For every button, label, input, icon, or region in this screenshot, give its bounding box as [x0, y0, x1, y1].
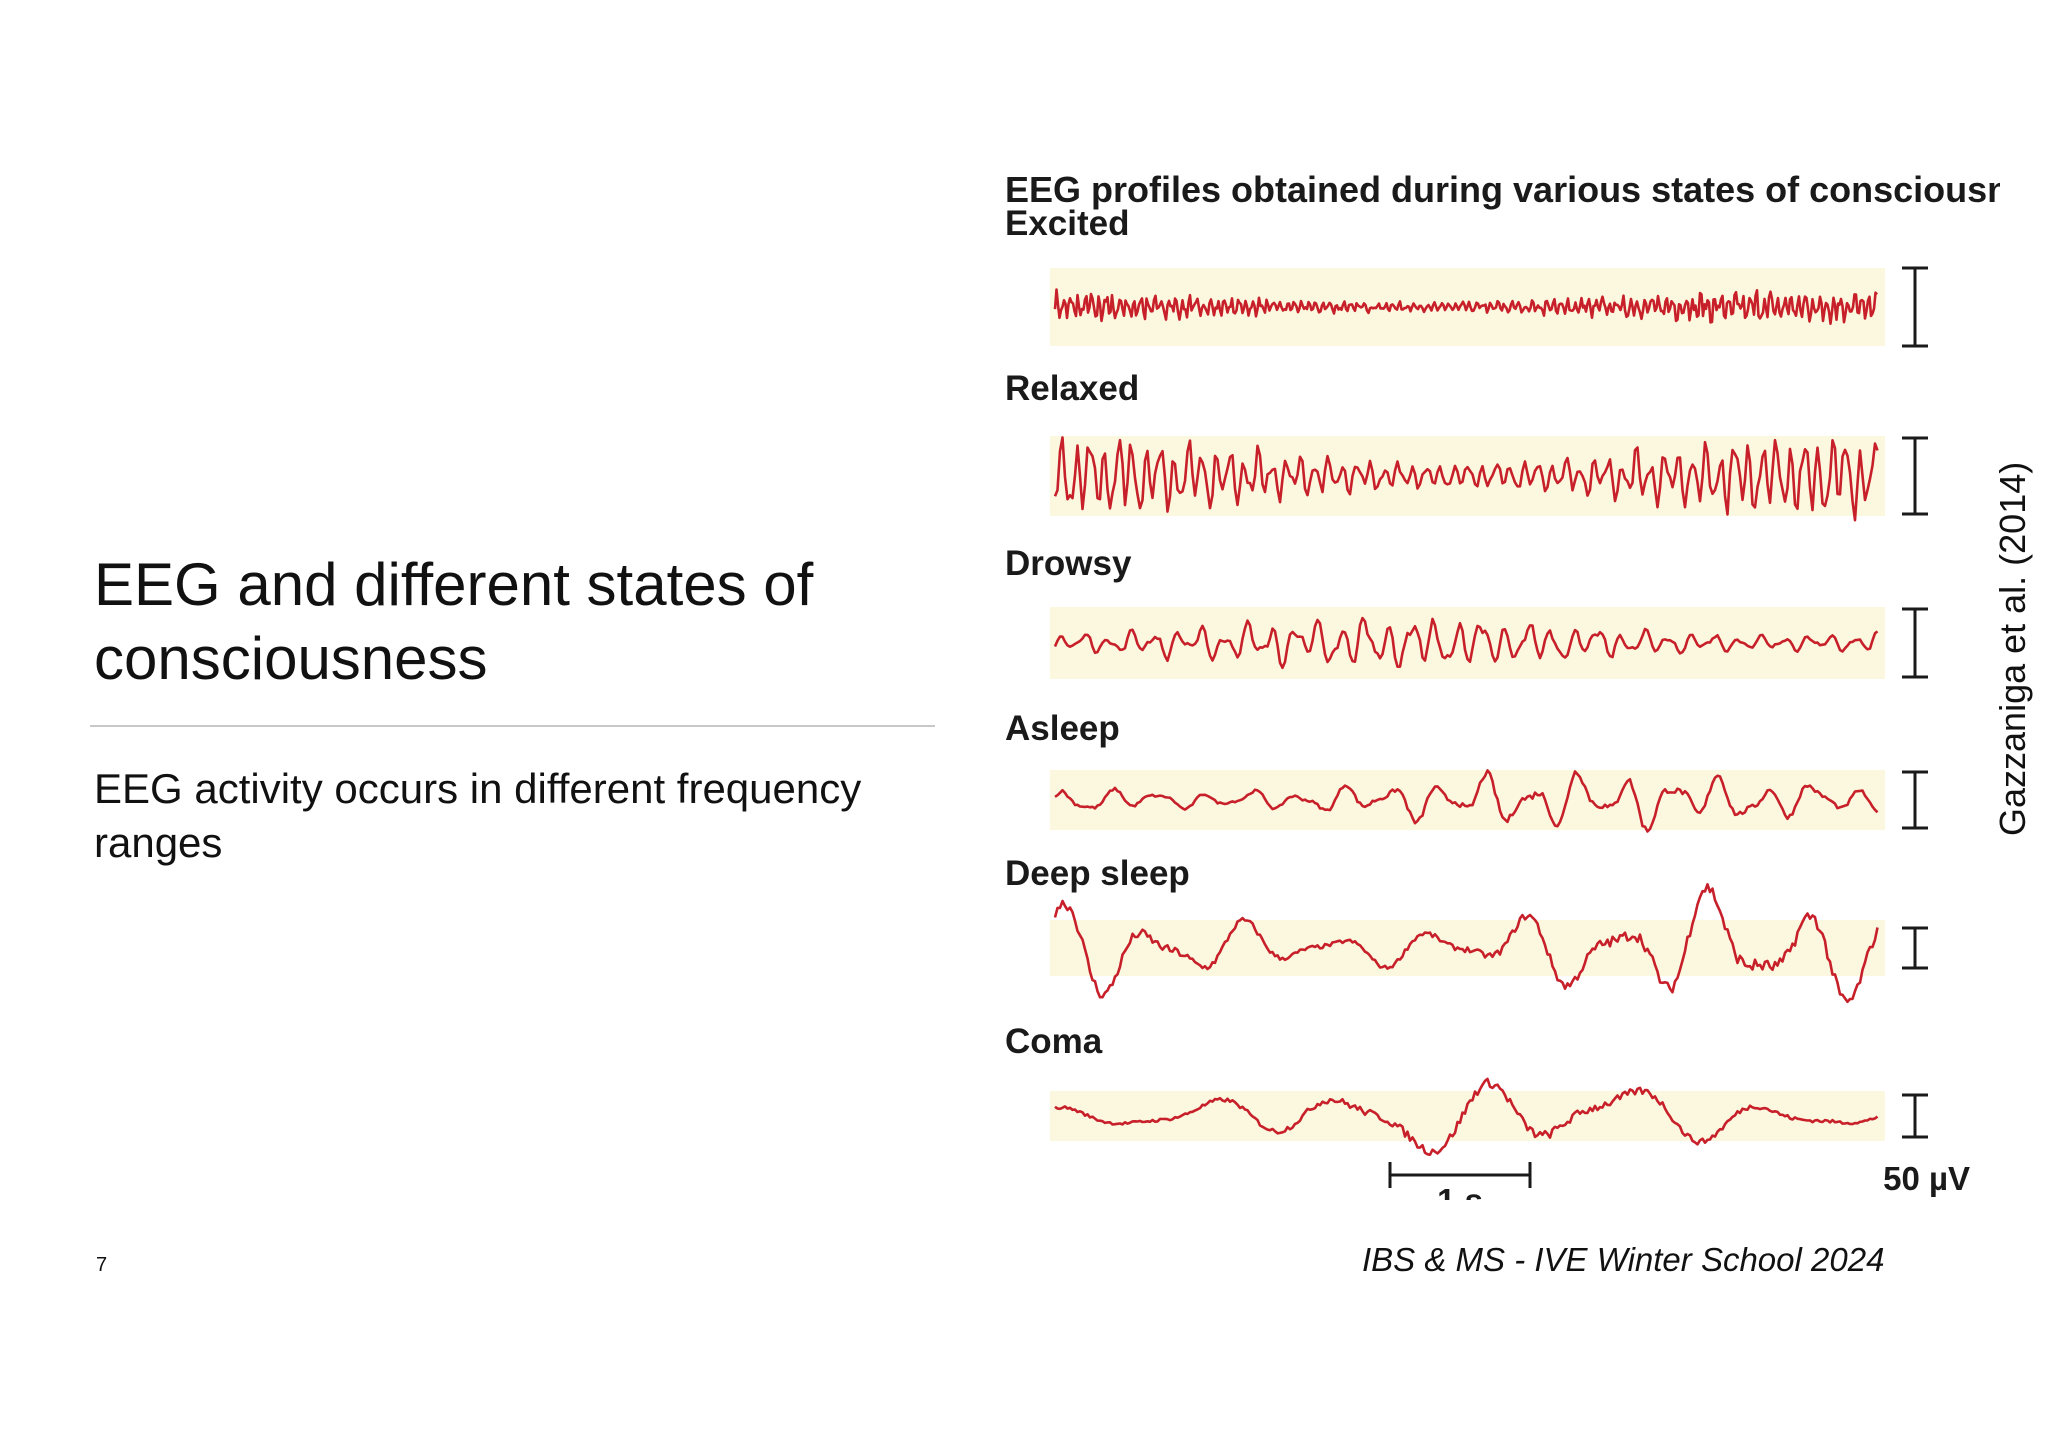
footer-text: IBS & MS - IVE Winter School 2024 — [1362, 1241, 1885, 1278]
amplitude-scale-bar — [1902, 770, 1928, 830]
amplitude-scale-bar — [1902, 1093, 1928, 1139]
trace-band — [1050, 770, 1885, 830]
amplitude-scale-bar — [1902, 607, 1928, 679]
slide-title: EEG and different states of consciousnes… — [94, 551, 814, 692]
amplitude-scale-bar — [1902, 266, 1928, 348]
eeg-waveform — [1053, 288, 1878, 325]
trace-label: Relaxed — [1005, 369, 1139, 408]
trace-label: Coma — [1005, 1022, 1103, 1061]
eeg-waveform — [1054, 769, 1879, 833]
amplitude-scale-label: 50 µV — [1883, 1160, 1970, 1197]
eeg-figure: EEG profiles obtained during various sta… — [1000, 150, 2000, 1200]
trace-label: Excited — [1005, 204, 1130, 243]
trace-band — [1050, 1091, 1885, 1141]
trace-label: Deep sleep — [1005, 854, 1190, 893]
amplitude-scale-bar — [1902, 926, 1928, 970]
eeg-waveform — [1053, 883, 1879, 1004]
eeg-waveform — [1053, 616, 1879, 670]
figure-title: EEG profiles obtained during various sta… — [1005, 169, 2000, 210]
title-divider — [90, 725, 935, 727]
trace-band — [1050, 607, 1885, 679]
eeg-trace-excited: Excited — [1005, 204, 1928, 348]
page-number: 7 — [96, 1254, 108, 1276]
eeg-figure-svg: EEG profiles obtained during various sta… — [1005, 169, 2000, 1200]
trace-label: Drowsy — [1005, 544, 1132, 583]
slide-body-text: EEG activity occurs in different frequen… — [94, 765, 862, 866]
time-scale-bar — [1388, 1162, 1532, 1188]
eeg-trace-coma: Coma — [1005, 1022, 1928, 1156]
eeg-waveform — [1054, 1077, 1879, 1156]
trace-label: Asleep — [1005, 709, 1120, 748]
eeg-waveform — [1053, 436, 1879, 522]
eeg-trace-deep-sleep: Deep sleep — [1005, 854, 1928, 1004]
eeg-trace-drowsy: Drowsy — [1005, 544, 1928, 679]
eeg-trace-asleep: Asleep — [1005, 709, 1928, 833]
eeg-trace-relaxed: Relaxed — [1005, 369, 1928, 522]
time-scale-label: 1 s — [1437, 1182, 1483, 1200]
amplitude-scale-bar — [1902, 436, 1928, 516]
